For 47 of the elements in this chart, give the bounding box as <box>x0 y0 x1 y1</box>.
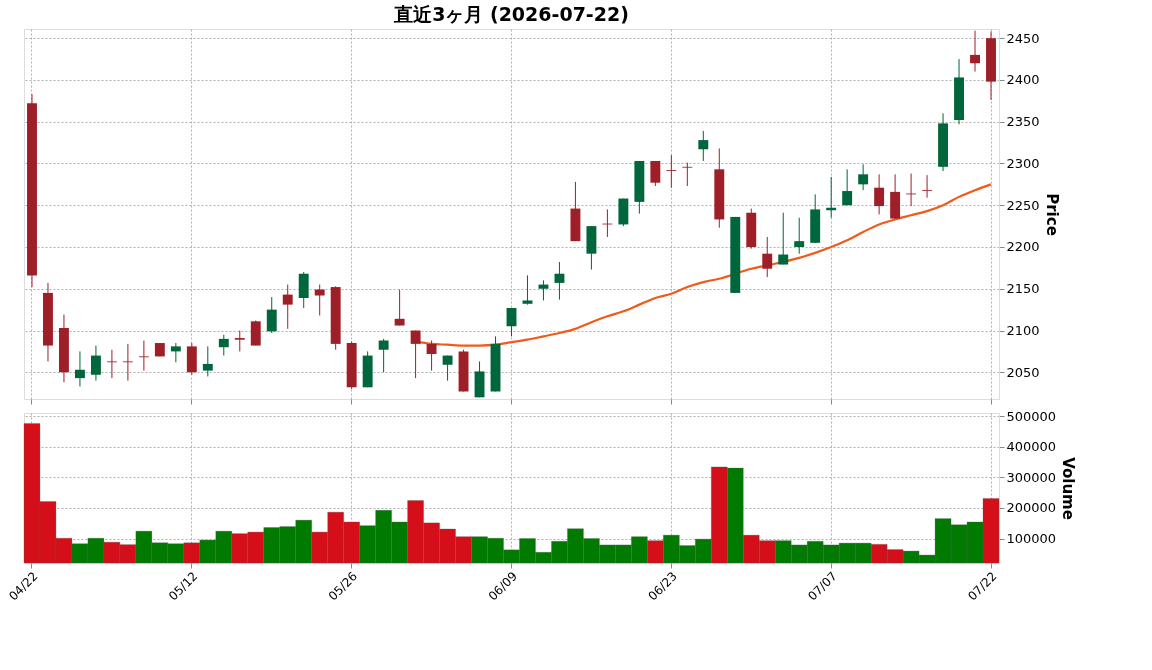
y-tick-label: 2400 <box>1006 72 1040 88</box>
candlestick <box>74 350 85 387</box>
candlestick <box>666 154 677 189</box>
candlestick <box>794 217 805 255</box>
chart-title: 直近3ヶ月 (2026-07-22) <box>393 3 629 25</box>
y-tick-label: 2250 <box>1006 197 1040 213</box>
candlestick <box>106 349 117 379</box>
y-tick-label: 2350 <box>1006 114 1040 130</box>
candlestick <box>266 296 277 334</box>
candlestick <box>778 212 789 266</box>
candlestick <box>762 236 773 278</box>
candlestick <box>874 173 885 215</box>
candlestick <box>842 168 853 206</box>
y-tick-label: 2100 <box>1006 323 1040 339</box>
y-axis-title: Volume <box>1059 457 1078 520</box>
y-tick-label: 100000 <box>1006 531 1057 547</box>
candlestick <box>282 284 293 330</box>
candlestick <box>922 174 933 199</box>
candlestick <box>410 330 421 379</box>
candlestick <box>682 162 693 187</box>
y-tick-label: 400000 <box>1006 439 1057 455</box>
y-tick-label: 2200 <box>1006 239 1040 255</box>
candlestick <box>554 261 565 301</box>
y-tick-label: 200000 <box>1006 500 1057 516</box>
candlestick <box>170 342 181 363</box>
candlestick <box>234 330 245 352</box>
y-tick-label: 500000 <box>1006 408 1057 424</box>
candlestick <box>858 163 869 191</box>
candlestick <box>650 160 661 187</box>
candlestick <box>90 345 101 382</box>
y-tick-label: 2050 <box>1006 364 1040 380</box>
candlestick <box>138 340 149 372</box>
y-tick-label: 2300 <box>1006 155 1040 171</box>
candlestick <box>426 340 437 372</box>
candlestick <box>394 289 405 326</box>
y-tick-label: 2150 <box>1006 281 1040 297</box>
candlestick <box>442 355 453 382</box>
candlestick <box>698 130 709 162</box>
candlestick <box>202 345 213 377</box>
candlestick <box>218 334 229 357</box>
candlestick <box>522 274 533 306</box>
y-axis-title: Price <box>1042 193 1061 236</box>
y-tick-label: 2450 <box>1006 30 1040 46</box>
candlestick <box>970 30 980 73</box>
y-tick-label: 300000 <box>1006 469 1057 485</box>
candlestick <box>122 343 133 382</box>
candlestick <box>378 338 389 373</box>
